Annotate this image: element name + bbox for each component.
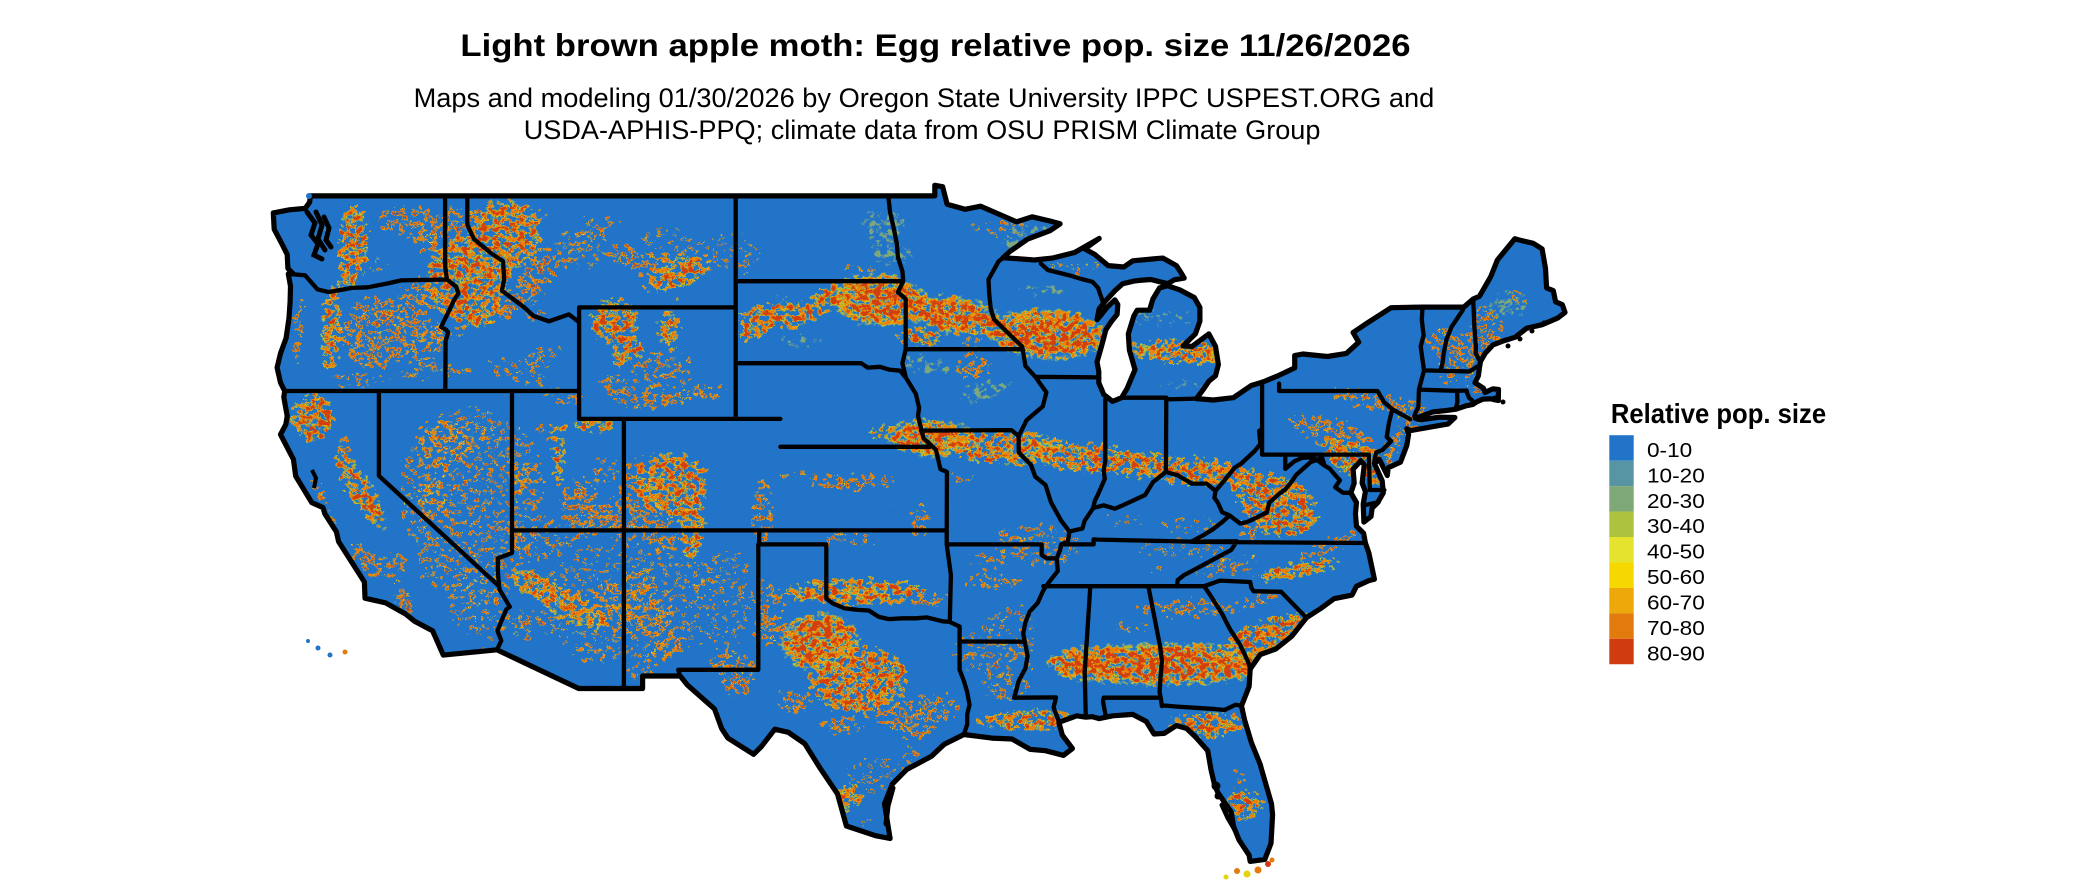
svg-text:Maps and modeling 01/30/2026 b: Maps and modeling 01/30/2026 by Oregon S… — [414, 83, 1435, 113]
svg-text:30-40: 30-40 — [1647, 514, 1705, 538]
svg-text:10-20: 10-20 — [1647, 463, 1705, 487]
svg-text:20-30: 20-30 — [1647, 489, 1705, 513]
svg-text:50-60: 50-60 — [1647, 565, 1705, 589]
svg-text:0-10: 0-10 — [1647, 438, 1692, 462]
svg-text:40-50: 40-50 — [1647, 540, 1705, 564]
svg-text:60-70: 60-70 — [1647, 591, 1705, 615]
svg-text:80-90: 80-90 — [1647, 641, 1705, 665]
svg-text:USDA-APHIS-PPQ; climate data f: USDA-APHIS-PPQ; climate data from OSU PR… — [524, 115, 1321, 145]
svg-text:Light brown apple moth: Egg re: Light brown apple moth: Egg relative pop… — [460, 28, 1410, 63]
svg-text:70-80: 70-80 — [1647, 616, 1705, 640]
svg-text:Relative pop. size: Relative pop. size — [1611, 398, 1826, 429]
